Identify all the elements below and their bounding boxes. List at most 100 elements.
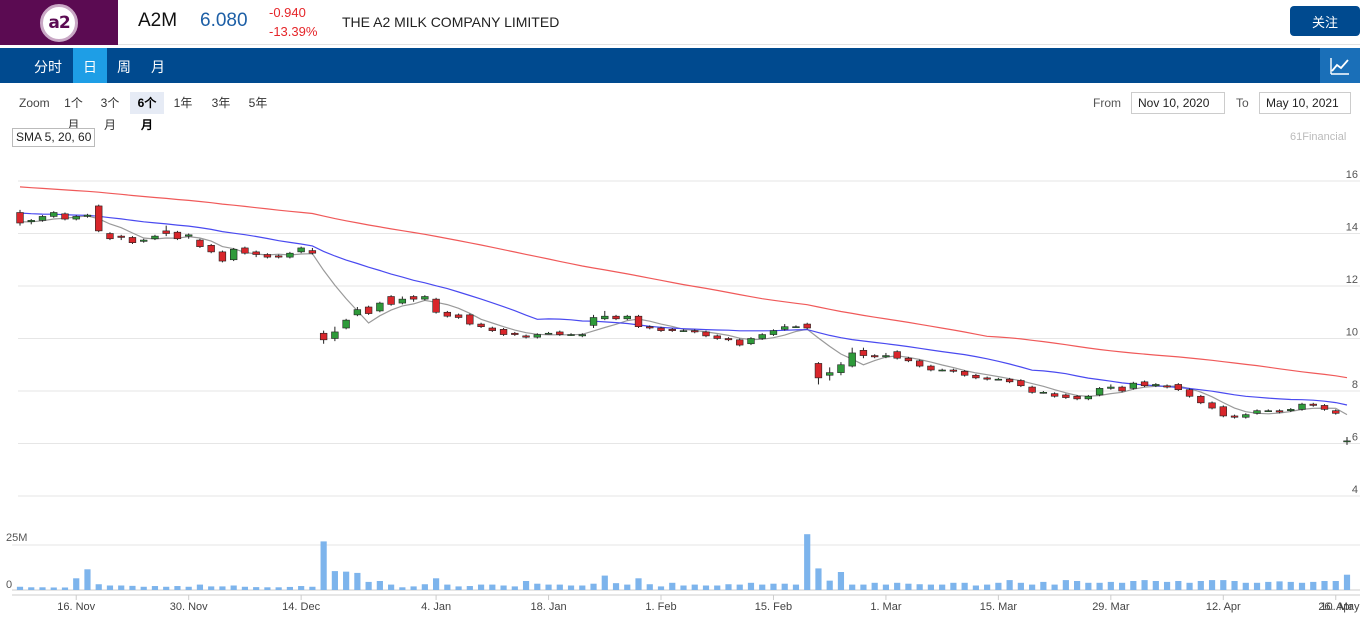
- candle-body: [140, 239, 148, 242]
- candle: [72, 215, 80, 221]
- candle: [353, 307, 362, 317]
- volume-bar: [1085, 582, 1092, 590]
- volume-bar: [95, 584, 102, 590]
- volume-bar: [624, 584, 631, 590]
- volume-bar: [230, 585, 237, 590]
- candle: [319, 330, 328, 344]
- candle: [882, 352, 890, 359]
- price-change: -0.940 -13.39%: [269, 3, 317, 41]
- volume-bar: [657, 586, 665, 590]
- zoom-1m-button[interactable]: 1个月: [64, 96, 83, 132]
- volume-bar: [298, 586, 305, 590]
- zoom-3y-button[interactable]: 3年: [211, 96, 231, 110]
- volume-bar: [1074, 581, 1081, 590]
- volume-bar: [309, 586, 316, 590]
- candle: [567, 333, 575, 336]
- volume-bar: [1118, 582, 1126, 590]
- candle-body: [826, 372, 834, 376]
- volume-bar: [331, 571, 338, 590]
- volume-bar: [882, 584, 890, 590]
- candle-body: [241, 247, 249, 254]
- volume-bar: [747, 582, 755, 590]
- indicator-legend[interactable]: SMA 5, 20, 60: [12, 128, 96, 147]
- candle-body: [72, 216, 80, 220]
- candle-body: [16, 212, 24, 224]
- chart-type-button[interactable]: [1320, 48, 1360, 83]
- volume-bar: [500, 585, 507, 590]
- candle-body: [297, 247, 305, 253]
- candle: [443, 310, 452, 318]
- candle: [1287, 408, 1295, 412]
- volume-bar: [1175, 581, 1182, 590]
- volume-bar: [1242, 582, 1249, 590]
- tab-intraday[interactable]: 分时: [34, 59, 62, 75]
- price-tick-label: 6: [1352, 432, 1358, 444]
- volume-bar: [253, 587, 260, 590]
- follow-button[interactable]: 关注: [1290, 6, 1360, 36]
- volume-bar: [39, 587, 46, 590]
- candle-body: [151, 235, 159, 240]
- volume-bar: [1343, 574, 1351, 590]
- zoom-label: Zoom: [19, 96, 50, 110]
- candle-body: [1028, 386, 1036, 393]
- last-price: 6.080: [200, 10, 248, 31]
- company-name: THE A2 MILK COMPANY LIMITED: [342, 14, 560, 30]
- candle: [1264, 409, 1272, 412]
- volume-bar: [1107, 581, 1114, 590]
- volume-bar: [759, 584, 766, 590]
- candle: [994, 377, 1003, 381]
- zoom-5y-button[interactable]: 5年: [248, 96, 268, 110]
- sma60-line: [19, 186, 1348, 379]
- volume-bar: [1152, 581, 1159, 590]
- candle: [364, 305, 373, 315]
- tab-monthly[interactable]: 月: [151, 59, 165, 75]
- candle-body: [1095, 388, 1104, 396]
- volume-bar: [680, 585, 687, 590]
- volume-bar: [354, 572, 361, 590]
- candle-body: [567, 334, 575, 336]
- candle: [1118, 385, 1126, 393]
- candle: [1230, 414, 1239, 419]
- candle: [927, 364, 935, 372]
- candle: [1152, 383, 1160, 388]
- zoom-6m-button[interactable]: 6个月: [130, 92, 164, 132]
- candle-body: [1118, 386, 1126, 392]
- date-axis: 16. Nov 30. Nov 14. Dec 4. Jan 18. Jan 1. Feb…: [57, 595, 1360, 613]
- candle-body: [612, 315, 620, 320]
- candle-body: [1185, 389, 1194, 397]
- candle-body: [1084, 395, 1093, 400]
- candle: [612, 314, 620, 321]
- candle-body: [1298, 403, 1306, 410]
- zoom-1y-button[interactable]: 1年: [173, 96, 193, 110]
- candle: [679, 329, 688, 332]
- candle: [949, 368, 958, 373]
- volume-bar: [1276, 581, 1283, 590]
- volume-bar: [163, 586, 170, 590]
- candle-body: [106, 233, 114, 240]
- candle: [297, 246, 305, 254]
- tab-daily[interactable]: 日: [73, 48, 107, 83]
- volume-bars: [16, 534, 1351, 590]
- volume-bar: [1332, 581, 1339, 590]
- to-date-input[interactable]: May 10, 2021: [1259, 92, 1351, 114]
- candle-body: [421, 296, 429, 300]
- volume-bar: [646, 584, 653, 590]
- candle-body: [1163, 385, 1171, 388]
- date-tick-label: 18. Jan: [531, 601, 567, 613]
- candle-body: [871, 355, 879, 358]
- quote-header: a2 A2M 6.080 -0.940 -13.39% THE A2 MILK …: [0, 0, 1360, 45]
- candle-body: [533, 334, 541, 338]
- volume-bar: [702, 585, 710, 590]
- zoom-3m-button[interactable]: 3个月: [100, 96, 120, 132]
- tab-weekly[interactable]: 周: [117, 59, 131, 75]
- volume-bar: [264, 587, 271, 590]
- candle-body: [1152, 384, 1160, 387]
- from-date-input[interactable]: Nov 10, 2020: [1131, 92, 1225, 114]
- candle: [511, 331, 519, 336]
- candle-body: [949, 369, 958, 372]
- date-tick-label: 12. Apr: [1206, 601, 1241, 613]
- candle: [522, 334, 530, 339]
- volume-bar: [1321, 581, 1328, 590]
- volume-bar: [196, 584, 204, 590]
